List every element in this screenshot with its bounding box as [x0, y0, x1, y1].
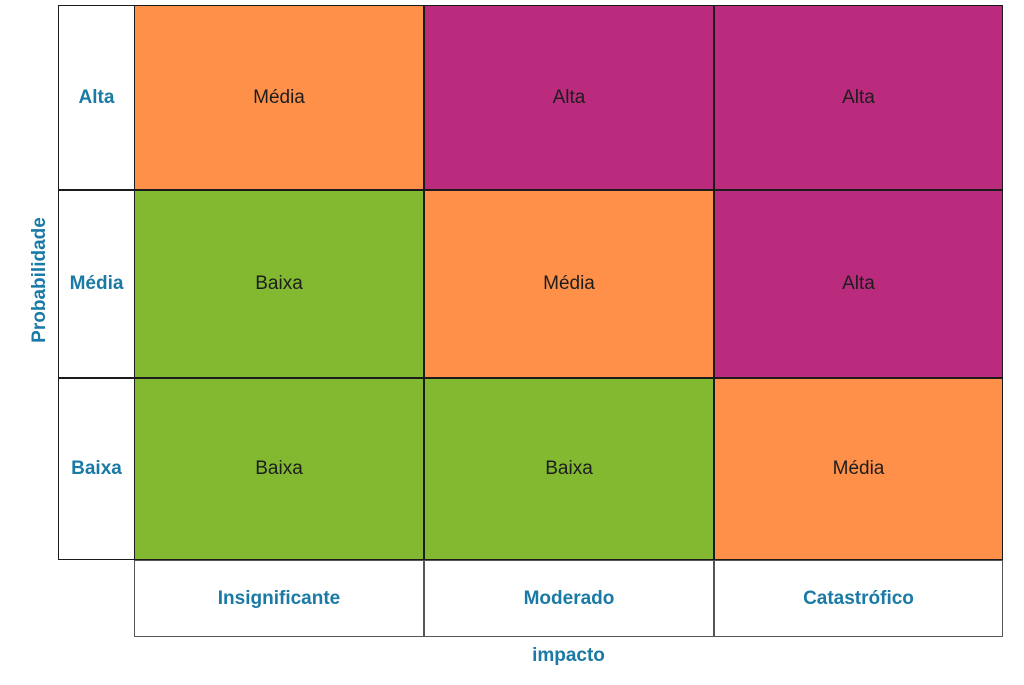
matrix-cell-r2-c0: Baixa	[134, 378, 424, 560]
matrix-cell-r0-c0: Média	[134, 5, 424, 190]
matrix-cell-r1-c1: Média	[424, 190, 714, 378]
row-label-baixa: Baixa	[58, 378, 134, 560]
row-label-media: Média	[58, 190, 134, 378]
x-axis-title: impacto	[532, 645, 605, 666]
risk-matrix-grid: Média Alta Alta Baixa Média Alta Baixa B…	[134, 5, 1003, 560]
matrix-cell-r0-c1: Alta	[424, 5, 714, 190]
matrix-cell-r2-c2: Média	[714, 378, 1003, 560]
column-label-moderado: Moderado	[424, 560, 714, 637]
y-axis-title-text: Probabilidade	[29, 217, 51, 343]
matrix-cell-r2-c1: Baixa	[424, 378, 714, 560]
matrix-cell-r1-c2: Alta	[714, 190, 1003, 378]
column-label-catastrofico: Catastrófico	[714, 560, 1003, 637]
matrix-cell-r1-c0: Baixa	[134, 190, 424, 378]
column-labels: Insignificante Moderado Catastrófico	[134, 560, 1003, 637]
y-axis-title: Probabilidade	[20, 180, 60, 380]
row-labels: Alta Média Baixa	[58, 5, 134, 560]
row-label-alta: Alta	[58, 5, 134, 190]
matrix-cell-r0-c2: Alta	[714, 5, 1003, 190]
column-label-insignificante: Insignificante	[134, 560, 424, 637]
